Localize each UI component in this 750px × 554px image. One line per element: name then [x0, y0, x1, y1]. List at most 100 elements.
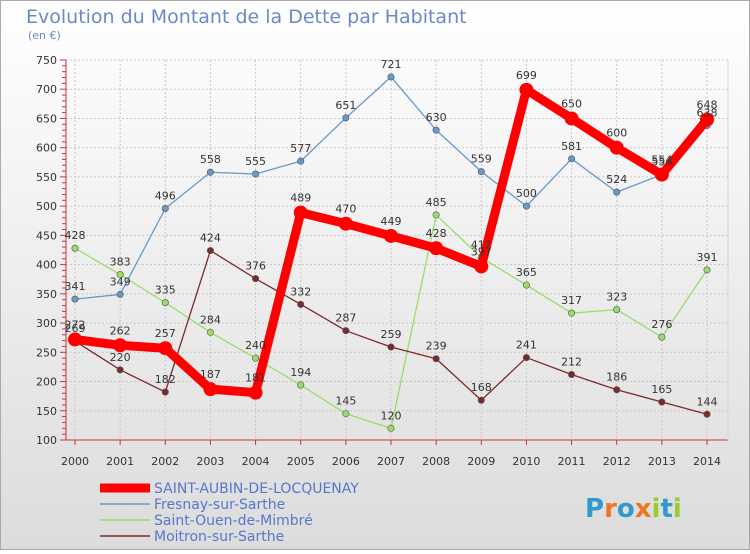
logo-letter: t — [660, 494, 672, 524]
data-label: 335 — [155, 284, 176, 297]
x-tick-label: 2009 — [467, 455, 495, 468]
data-point — [519, 82, 534, 97]
data-point — [338, 216, 353, 231]
data-label: 391 — [697, 251, 718, 264]
y-tick-label: 700 — [36, 83, 57, 96]
data-label: 257 — [155, 327, 176, 340]
data-label: 186 — [606, 371, 627, 384]
chart-subtitle: (en €) — [28, 29, 61, 42]
data-point — [477, 396, 485, 404]
series-3 — [71, 247, 711, 418]
data-label: 500 — [516, 187, 537, 200]
data-label: 558 — [200, 153, 221, 166]
data-point — [474, 259, 489, 274]
y-tick-label: 450 — [36, 229, 57, 242]
x-tick-label: 2013 — [648, 455, 676, 468]
data-label: 489 — [290, 192, 311, 205]
logo-letter: P — [585, 494, 604, 524]
data-point — [116, 271, 124, 279]
data-label: 262 — [110, 324, 131, 337]
legend-label: Fresnay-sur-Sarthe — [154, 497, 285, 513]
data-point — [568, 155, 576, 163]
data-label: 194 — [290, 366, 311, 379]
x-tick-label: 2012 — [603, 455, 631, 468]
chart-title: Evolution du Montant de la Dette par Hab… — [26, 6, 467, 28]
y-tick-label: 600 — [36, 142, 57, 155]
data-label: 240 — [245, 339, 266, 352]
data-label: 638 — [697, 106, 718, 119]
data-label: 524 — [606, 173, 627, 186]
x-tick-label: 2006 — [332, 455, 360, 468]
proxiti-logo: Proxiti — [585, 494, 682, 524]
data-point — [568, 309, 576, 317]
data-point — [387, 343, 395, 351]
data-label: 145 — [335, 395, 356, 408]
data-point — [387, 73, 395, 81]
x-tick-label: 2002 — [151, 455, 179, 468]
data-point — [432, 211, 440, 219]
data-label: 284 — [200, 313, 221, 326]
data-label: 554 — [651, 156, 672, 169]
y-tick-label: 500 — [36, 200, 57, 213]
data-point — [384, 228, 398, 243]
data-point — [342, 114, 350, 122]
data-label: 424 — [200, 232, 221, 245]
data-label: 220 — [110, 351, 131, 364]
data-point — [477, 168, 485, 176]
x-tick-label: 2001 — [106, 455, 134, 468]
data-point — [658, 333, 666, 341]
data-point — [564, 111, 579, 126]
x-tick-label: 2003 — [196, 455, 224, 468]
data-label: 182 — [155, 373, 176, 386]
data-point — [522, 281, 530, 289]
data-point — [387, 424, 395, 432]
data-label: 120 — [381, 409, 402, 422]
logo-letter: r — [604, 494, 617, 524]
data-label: 428 — [65, 229, 86, 242]
data-point — [158, 341, 173, 356]
data-point — [297, 157, 305, 165]
data-point — [71, 295, 79, 303]
data-point — [252, 170, 260, 178]
data-point — [613, 188, 621, 196]
legend-label: Saint-Ouen-de-Mimbré — [154, 513, 313, 529]
y-tick-label: 650 — [36, 112, 57, 125]
data-point — [206, 168, 214, 176]
data-point — [432, 355, 440, 363]
logo-letter: o — [617, 494, 635, 524]
data-label: 365 — [516, 266, 537, 279]
data-label: 349 — [110, 275, 131, 288]
x-tick-label: 2010 — [512, 455, 540, 468]
data-label: 276 — [651, 318, 672, 331]
data-label: 559 — [471, 153, 492, 166]
data-point — [609, 140, 624, 155]
data-point — [206, 328, 214, 336]
y-tick-label: 750 — [36, 54, 57, 67]
data-point — [700, 112, 714, 127]
data-point — [432, 126, 440, 134]
y-tick-label: 250 — [36, 346, 57, 359]
legend: SAINT-AUBIN-DE-LOCQUENAYFresnay-sur-Sart… — [100, 481, 359, 545]
data-point — [71, 244, 79, 252]
series-2 — [71, 211, 711, 432]
data-point — [248, 385, 263, 400]
data-label: 239 — [426, 340, 447, 353]
data-label: 496 — [155, 189, 176, 202]
data-label: 650 — [561, 97, 582, 110]
series-0 — [68, 82, 714, 400]
data-label: 187 — [200, 368, 221, 381]
x-tick-label: 2005 — [287, 455, 315, 468]
data-label: 144 — [697, 395, 718, 408]
data-label: 648 — [697, 99, 718, 112]
logo-letter: i — [652, 494, 661, 524]
data-label: 317 — [561, 294, 582, 307]
data-point — [297, 381, 305, 389]
data-label: 376 — [245, 260, 266, 273]
data-point — [613, 386, 621, 394]
data-point — [522, 202, 530, 210]
data-point — [293, 205, 308, 220]
data-label: 554 — [651, 154, 672, 167]
data-point — [68, 332, 82, 347]
